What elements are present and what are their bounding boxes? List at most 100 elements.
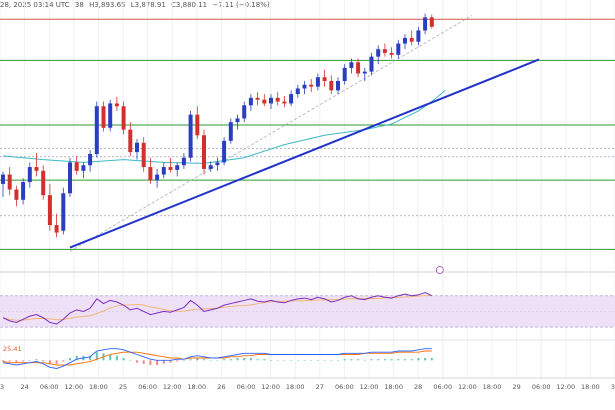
macd-histogram-bar	[122, 358, 125, 361]
macd-histogram-bar	[383, 359, 386, 361]
x-tick-label: 27	[316, 383, 324, 391]
candle-body	[403, 37, 407, 44]
candle-body	[1, 174, 5, 184]
candle-body	[94, 106, 99, 154]
candle-body	[14, 189, 19, 200]
candle-body	[416, 30, 421, 42]
candle-body	[342, 67, 347, 81]
macd-histogram-bar	[303, 360, 306, 361]
candle-body	[255, 97, 260, 100]
diagonal-dashed-line	[69, 15, 473, 252]
candle-body	[148, 167, 153, 181]
macd-histogram-bar	[189, 359, 192, 361]
macd-histogram-bar	[48, 360, 51, 364]
macd-histogram-bar	[156, 360, 159, 365]
macd-histogram-bar	[75, 355, 78, 361]
macd-histogram-bar	[136, 360, 138, 363]
candle-body	[315, 77, 320, 87]
macd-histogram-bar	[290, 360, 293, 361]
macd-histogram-bar	[343, 359, 346, 361]
x-tick-label: 24	[20, 383, 28, 391]
x-tick-label: 18:00	[89, 383, 108, 391]
candle-body	[423, 17, 428, 31]
macd-histogram-bar	[169, 360, 172, 363]
candle-body	[155, 174, 160, 181]
header-high: H3,893.65	[89, 1, 126, 9]
macd-histogram-bar	[15, 360, 18, 363]
macd-histogram-bar	[182, 360, 185, 361]
candle-body	[329, 80, 334, 91]
macd-histogram-bar	[424, 358, 427, 361]
macd-histogram-bar	[256, 359, 259, 361]
header-change: −7.11 (−0.18%)	[212, 1, 270, 9]
x-tick-label: 06:00	[532, 383, 551, 391]
macd-histogram-bar	[209, 360, 212, 361]
candle-body	[382, 49, 387, 53]
x-tick-label: 3	[0, 383, 4, 391]
macd-histogram-bar	[430, 358, 433, 361]
levels-layer	[0, 15, 615, 252]
bullish-trendline	[69, 58, 540, 249]
candle-body	[262, 99, 267, 104]
x-tick-label: 12:00	[360, 383, 379, 391]
candle-body	[409, 37, 414, 42]
candle-body	[181, 157, 186, 166]
candle-body	[396, 43, 401, 55]
rsi-panel	[0, 266, 615, 328]
candle-body	[295, 88, 300, 95]
candle-body	[208, 165, 213, 169]
macd-histogram-bar	[62, 360, 65, 362]
candle-body	[336, 80, 340, 91]
candle-body	[161, 167, 166, 175]
macd-histogram-bar	[176, 360, 179, 362]
candle-body	[222, 140, 227, 163]
candle-body	[74, 162, 79, 171]
x-tick-label: 12:00	[556, 383, 575, 391]
macd-histogram-bar	[149, 360, 152, 365]
candle-body	[68, 162, 72, 194]
chart-header: 28, 2025 03:14 UTC 38 H3,893.65 L3,878.9…	[0, 1, 273, 9]
macd-histogram-bar	[229, 359, 232, 361]
macd-histogram-bar	[203, 359, 205, 361]
candle-body	[369, 56, 374, 72]
macd-histogram-bar	[35, 359, 38, 361]
macd-histogram-bar	[243, 358, 246, 361]
candle-body	[289, 94, 294, 104]
header-low: L3,878.91	[130, 1, 166, 9]
macd-histogram-bar	[357, 359, 360, 361]
x-tick-label: 29	[512, 383, 520, 391]
candle-body	[389, 52, 394, 55]
candle-body	[7, 174, 12, 190]
macd-histogram-bar	[28, 360, 31, 361]
macd-histogram-bar	[310, 360, 313, 361]
x-tick-label: 06:00	[335, 383, 354, 391]
candle-body	[282, 101, 287, 104]
macd-histogram-bar	[162, 360, 165, 364]
macd-histogram-bar	[276, 360, 279, 361]
x-tick-label: 12:00	[458, 383, 477, 391]
x-tick-label: 06:00	[433, 383, 452, 391]
candle-body	[47, 195, 52, 226]
x-tick-label: 18:00	[483, 383, 502, 391]
candle-body	[349, 62, 354, 68]
macd-panel	[0, 339, 615, 369]
candle-body	[376, 49, 381, 57]
macd-histogram-bar	[2, 360, 4, 362]
macd-histogram-bar	[404, 359, 406, 361]
candle-body	[135, 142, 139, 153]
x-tick-label: 12:00	[64, 383, 83, 391]
candle-body	[108, 103, 113, 128]
x-tick-label: 12:00	[163, 383, 182, 391]
macd-histogram-bar	[350, 359, 353, 361]
macd-histogram-bar	[69, 358, 71, 361]
candle-body	[128, 129, 133, 153]
header-close: C3,880.11	[171, 1, 208, 9]
macd-histogram-bar	[8, 360, 11, 362]
macd-histogram-bar	[196, 358, 199, 361]
candle-body	[242, 105, 247, 119]
candle-body	[27, 167, 32, 183]
macd-histogram-bar	[410, 359, 413, 361]
candle-body	[356, 62, 361, 74]
macd-histogram-bar	[216, 360, 219, 361]
